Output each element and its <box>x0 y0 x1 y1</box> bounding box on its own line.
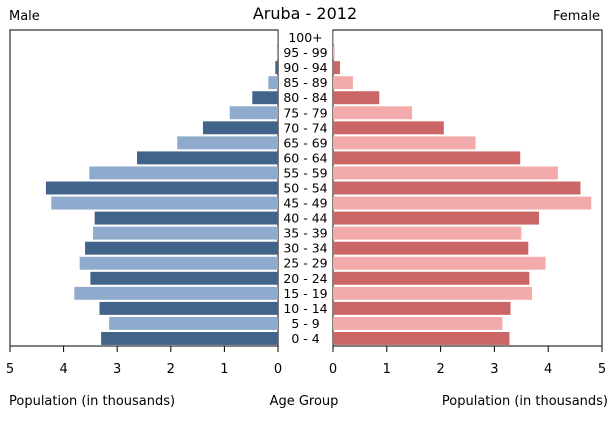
male-bar-16 <box>252 91 278 105</box>
age-group-label-9: 45 - 49 <box>283 196 327 211</box>
male-bar-9 <box>51 196 278 210</box>
female-bar-2 <box>333 301 511 315</box>
age-group-label-15: 75 - 79 <box>283 105 327 120</box>
male-bar-19 <box>276 46 278 60</box>
male-bar-11 <box>89 166 278 180</box>
male-x-axis-ticks: 0 1 2 3 4 5 <box>6 346 282 377</box>
age-group-label-10: 50 - 54 <box>283 181 327 196</box>
female-bar-8 <box>333 211 540 225</box>
age-group-label-18: 90 - 94 <box>283 60 327 75</box>
age-group-label-20: 100+ <box>288 30 322 45</box>
female-label: Female <box>553 9 600 24</box>
male-bar-3 <box>74 286 278 300</box>
female-tick-label-5: 5 <box>598 362 606 377</box>
male-tick-label-2: 2 <box>167 362 175 377</box>
female-bar-13 <box>333 136 476 150</box>
age-group-label-12: 60 - 64 <box>283 150 327 165</box>
male-bar-12 <box>137 151 278 165</box>
male-bar-1 <box>109 316 278 330</box>
female-bar-6 <box>333 241 529 255</box>
age-group-label-0: 0 - 4 <box>291 331 319 346</box>
male-bar-10 <box>45 181 278 195</box>
male-bar-17 <box>268 76 278 90</box>
x-axis-label-right: Population (in thousands) <box>442 394 608 409</box>
female-bar-14 <box>333 121 444 135</box>
female-bar-5 <box>333 256 546 270</box>
female-tick-label-0: 0 <box>329 362 337 377</box>
female-bar-17 <box>333 76 353 90</box>
age-group-label-2: 10 - 14 <box>283 301 327 316</box>
female-bar-16 <box>333 91 380 105</box>
chart-title: Aruba - 2012 <box>253 4 357 23</box>
female-bar-3 <box>333 286 533 300</box>
age-group-label-16: 80 - 84 <box>283 90 327 105</box>
male-bar-4 <box>90 271 279 285</box>
male-tick-label-1: 1 <box>220 362 228 377</box>
female-bar-7 <box>333 226 522 240</box>
age-group-label-8: 40 - 44 <box>283 211 327 226</box>
male-bar-14 <box>202 121 278 135</box>
age-group-label-19: 95 - 99 <box>283 45 327 60</box>
male-bar-20 <box>277 31 278 44</box>
female-tick-label-2: 2 <box>436 362 444 377</box>
age-group-label-17: 85 - 89 <box>283 75 327 90</box>
male-tick-label-4: 4 <box>59 362 67 377</box>
age-group-label-14: 70 - 74 <box>283 120 327 135</box>
female-bar-12 <box>333 151 521 165</box>
male-bar-13 <box>177 136 278 150</box>
male-bar-2 <box>99 301 278 315</box>
age-group-label-6: 30 - 34 <box>283 241 327 256</box>
male-bar-5 <box>79 256 279 270</box>
female-bar-4 <box>333 271 530 285</box>
female-tick-label-3: 3 <box>490 362 498 377</box>
age-group-label-7: 35 - 39 <box>283 226 327 241</box>
age-group-label-1: 5 - 9 <box>291 316 319 331</box>
age-group-label-5: 25 - 29 <box>283 256 327 271</box>
male-bar-15 <box>229 106 278 120</box>
male-bar-7 <box>93 226 278 240</box>
male-bar-8 <box>94 211 278 225</box>
female-bar-19 <box>333 46 335 60</box>
male-tick-label-0: 0 <box>274 362 282 377</box>
male-bar-0 <box>101 332 279 345</box>
female-bar-15 <box>333 106 413 120</box>
male-label: Male <box>9 9 40 24</box>
age-group-label-11: 55 - 59 <box>283 165 327 180</box>
female-bar-10 <box>333 181 581 195</box>
female-bar-0 <box>333 332 510 345</box>
female-bar-9 <box>333 196 592 210</box>
age-group-label-4: 20 - 24 <box>283 271 327 286</box>
male-bar-6 <box>85 241 278 255</box>
female-x-axis-ticks: 0 1 2 3 4 5 <box>329 346 606 377</box>
female-tick-label-4: 4 <box>544 362 552 377</box>
male-tick-label-3: 3 <box>113 362 121 377</box>
female-bar-11 <box>333 166 558 180</box>
age-group-label-13: 65 - 69 <box>283 135 327 150</box>
female-bars <box>333 31 592 345</box>
female-tick-label-1: 1 <box>383 362 391 377</box>
male-tick-label-5: 5 <box>6 362 14 377</box>
age-group-label-3: 15 - 19 <box>283 286 327 301</box>
female-bar-1 <box>333 316 503 330</box>
female-bar-18 <box>333 61 340 75</box>
x-axis-label-center: Age Group <box>270 394 339 409</box>
female-bar-20 <box>333 31 334 44</box>
male-bars <box>45 31 279 345</box>
male-bar-18 <box>275 61 278 75</box>
x-axis-label-left: Population (in thousands) <box>9 394 175 409</box>
